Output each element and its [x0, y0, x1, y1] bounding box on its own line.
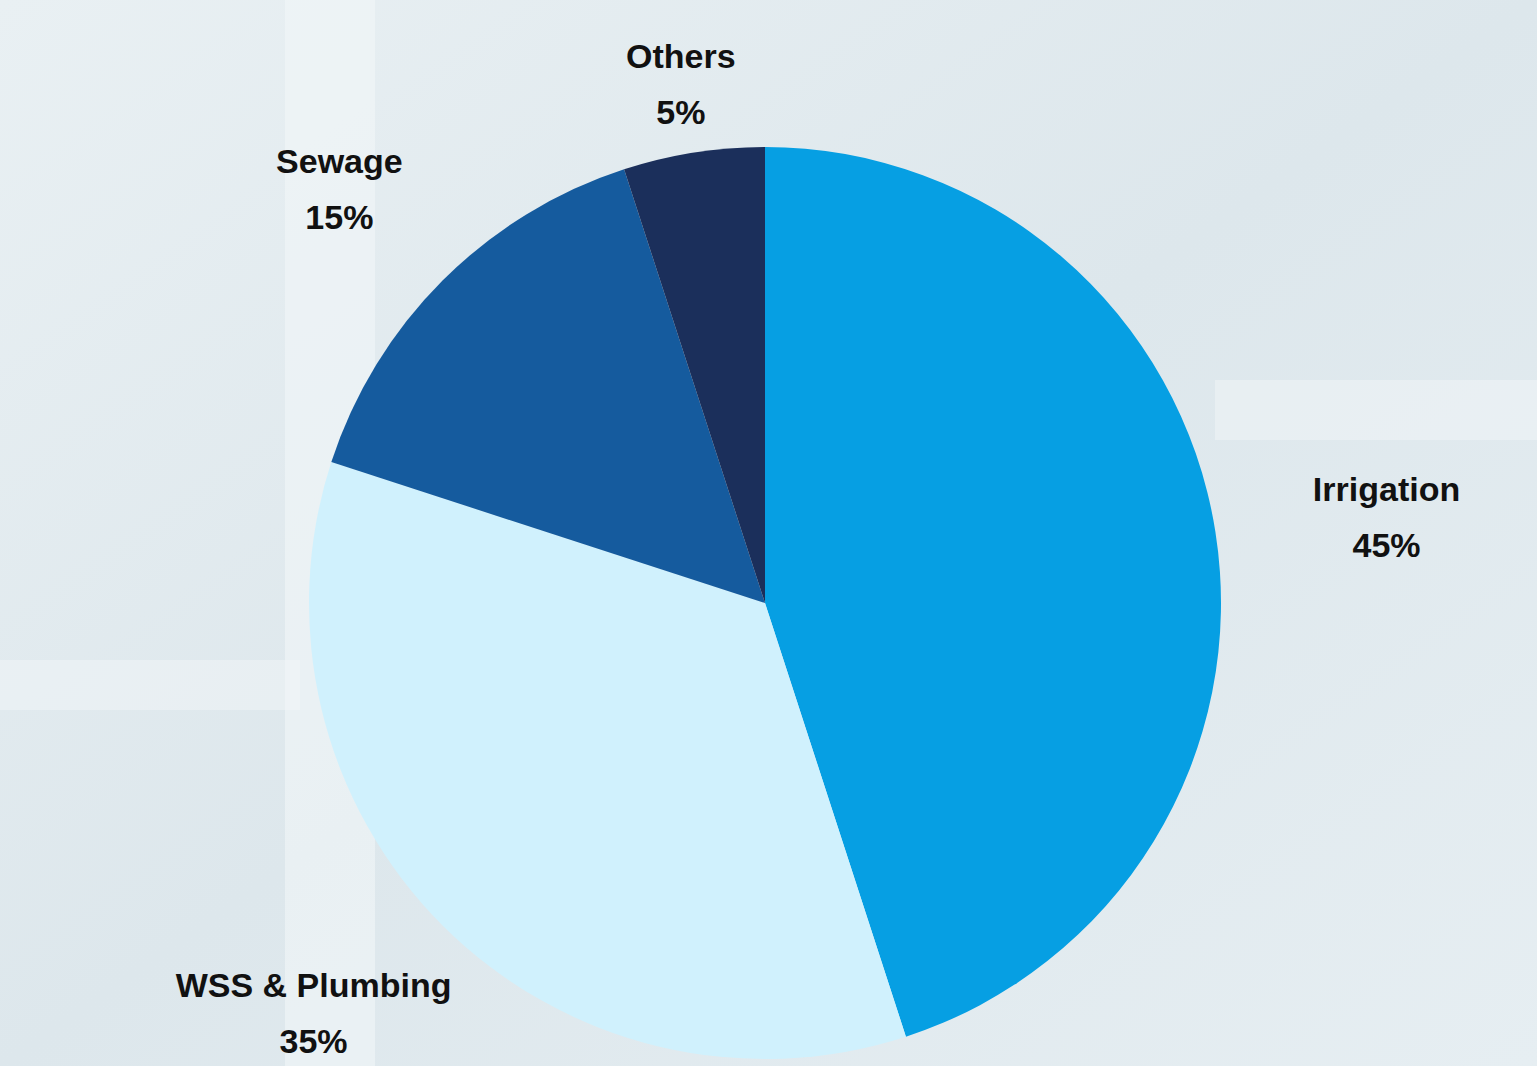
slice-name: Others [626, 37, 736, 75]
slice-name: WSS & Plumbing [176, 966, 452, 1004]
data-label: 45% [1353, 526, 1421, 564]
data-label: 15% [305, 198, 373, 236]
data-label: 5% [656, 93, 705, 131]
chart: Irrigation 45% WSS & Plumbing 35% Sewage 15% O… [0, 0, 1537, 1066]
pipe-decor [1215, 380, 1537, 440]
background [0, 0, 1537, 1066]
slice-name: Sewage [276, 142, 403, 180]
pipe-decor [0, 660, 300, 710]
pie-slice [624, 147, 765, 603]
labels: Irrigation 45% WSS & Plumbing 35% Sewage 15% O… [176, 37, 1461, 1060]
data-label: 35% [280, 1022, 348, 1060]
slice-name: Irrigation [1313, 470, 1460, 508]
slices [309, 147, 1221, 1059]
